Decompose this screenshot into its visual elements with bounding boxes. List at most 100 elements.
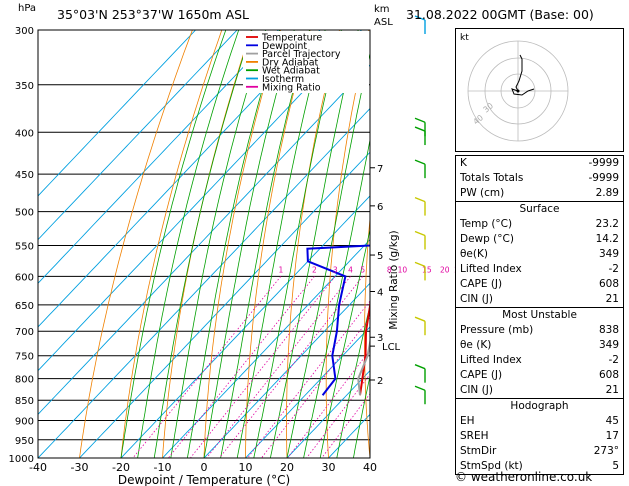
height-tick-label: 2 [377,376,383,387]
hodo-origin [516,89,520,93]
surface-row: Dewp (°C) 14.2 [456,232,623,247]
mu-row: θe (K) 349 [456,338,623,353]
pressure-tick-label: 300 [15,26,34,37]
hodo-value: 45 [605,415,619,427]
legend-label: Isotherm [262,74,304,85]
wet-adiabat [253,30,342,458]
mu-value: 838 [598,324,619,336]
surface-value: 349 [598,248,619,260]
mixing-ratio-label: 2 [312,265,317,274]
wet-adiabat [187,30,281,458]
temperature-tick-label: 20 [280,461,294,474]
surface-row: CIN (J) 21 [456,292,623,307]
temperature-tick-label: -10 [154,461,172,474]
wet-adiabat [203,30,295,458]
temperature-tick-label: -40 [29,461,47,474]
wet-adiabat [369,455,370,458]
mixing-ratio-label: 20 [440,265,450,274]
index-row-pw: PW (cm) 2.89 [456,186,623,201]
pressure-tick-label: 350 [15,81,34,92]
surface-value: -2 [608,263,619,275]
wind-barb-flag [414,15,426,21]
asl-label: ASL [374,17,393,28]
index-label: PW (cm) [460,187,505,199]
isotherm [245,326,370,458]
mu-row: CAPE (J) 608 [456,368,623,383]
pressure-unit-label: hPa [18,3,37,14]
axes: 1234581015202530035040045050055060065070… [9,26,464,486]
hodo-row: EH 45 [456,414,623,429]
wind-barb-flag [414,117,426,123]
surface-row: θe(K) 349 [456,247,623,262]
isotherm [38,30,279,284]
wind-barbs [414,15,426,405]
most-unstable-title: Most Unstable [502,309,577,321]
hodo-trace [515,54,523,92]
wet-adiabat [170,30,266,458]
hodo-row: StmDir 273° [456,444,623,459]
plot-frame [37,29,371,459]
pressure-tick-label: 850 [15,396,34,407]
km-asl-label: km ASL [374,3,393,29]
mixing-ratio-line [190,276,336,458]
surface-value: 23.2 [595,218,619,230]
wet-adiabat [236,30,326,458]
surface-label: Dewp (°C) [460,233,514,245]
surface-row: Temp (°C) 23.2 [456,217,623,232]
hodo-label: SREH [460,430,489,442]
temperature-tick-label: -30 [71,461,89,474]
wet-adiabat [137,30,240,458]
wind-barb-flag [414,385,426,391]
wet-adiabat [303,138,370,458]
index-label: K [460,157,467,169]
legend-label: Mixing Ratio [262,82,321,93]
legend-label: Parcel Trajectory [262,49,341,60]
pressure-tick-label: 950 [15,436,34,447]
legend-label: Wet Adiabat [262,66,320,77]
indices-panel: K -9999 Totals Totals -9999 PW (cm) 2.89 Su… [455,155,624,475]
dry-adiabat [203,30,282,458]
mixing-ratio-label: 15 [422,265,432,274]
height-tick-label: 5 [377,251,383,262]
wet-adiabat [220,30,310,458]
hodo-value: 5 [612,460,619,472]
index-value: -9999 [588,172,619,184]
surface-block: Surface Temp (°C) 23.2 Dewp (°C) 14.2 θe(K… [456,201,623,307]
height-tick-label: 3 [377,333,383,344]
index-label: Totals Totals [460,172,524,184]
height-tick-label: 6 [377,202,383,213]
wind-barb-flag [414,196,426,203]
mixing-ratio-line [219,276,364,458]
pressure-tick-label: 550 [15,241,34,252]
hodograph-block: Hodograph EH 45 SREH 17 StmDir 273° StmSpd … [456,398,623,474]
mu-row: CIN (J) 21 [456,383,623,398]
background-lines [38,30,370,458]
wind-barb-flag [414,261,426,268]
surface-row: CAPE (J) 608 [456,277,623,292]
temperature-tick-label: 0 [201,461,208,474]
pressure-tick-label: 1000 [9,454,34,465]
mixing-ratio-label: 3 [333,265,338,274]
mu-label: CAPE (J) [460,369,503,381]
wet-adiabat [319,227,370,458]
station-info: 35°03'N 253°37'W 1650m ASL [57,7,250,22]
most-unstable-block: Most Unstable Pressure (mb) 838 θe (K) 349… [456,307,623,398]
x-axis-title: Dewpoint / Temperature (°C) [118,473,290,486]
copyright: © weatheronline.co.uk [455,470,593,484]
mu-value: 608 [598,369,619,381]
mixing-ratio-axis-title: Mixing Ratio (g/kg) [388,230,400,329]
mixing-ratio-label: 8 [387,265,392,274]
mixing-ratio-label: 4 [348,265,353,274]
temperature-tick-label: 10 [239,461,253,474]
mu-value: -2 [608,354,619,366]
mu-row: Pressure (mb) 838 [456,323,623,338]
dry-adiabat [120,30,223,458]
mixing-ratio-line [261,317,370,458]
wind-barb-flag [414,364,426,370]
wind-barb-flag [414,316,426,322]
mixing-ratio-line [247,300,370,458]
wet-adiabat [353,374,370,458]
mu-label: Lifted Index [460,354,522,366]
temperature-tick-label: 40 [363,461,377,474]
